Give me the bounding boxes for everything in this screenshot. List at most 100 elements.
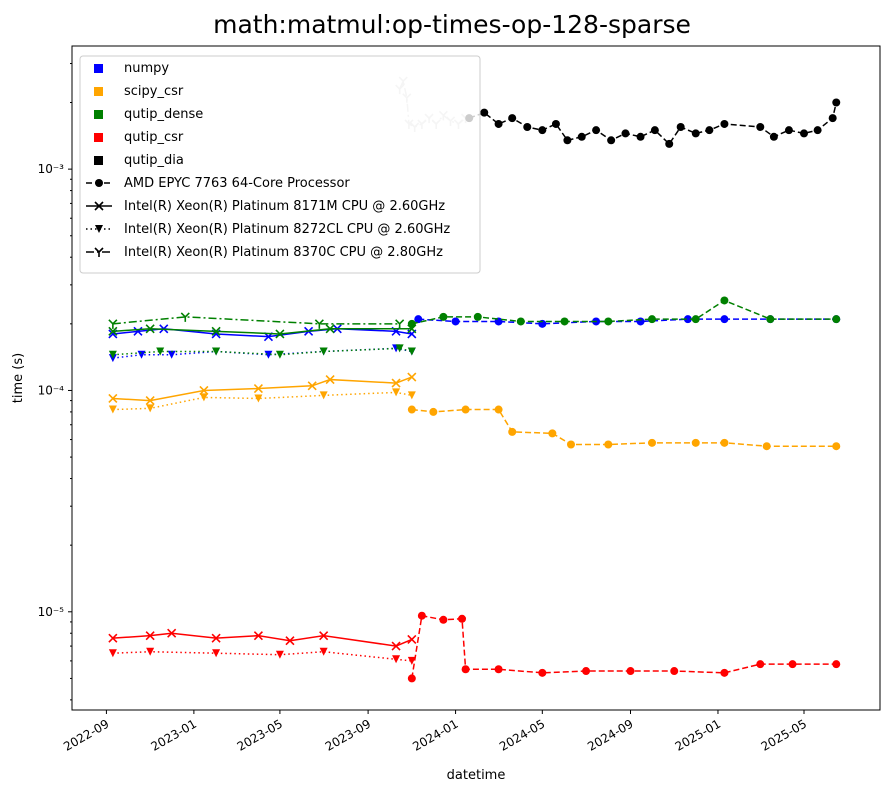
data-point	[407, 347, 416, 356]
data-point	[108, 649, 117, 658]
data-point	[108, 319, 118, 329]
x-axis-label: datetime	[447, 768, 506, 783]
data-point	[137, 350, 146, 359]
data-point	[626, 667, 635, 676]
data-point	[211, 326, 221, 336]
data-point	[577, 132, 586, 141]
x-tick-label: 2023-09	[323, 717, 373, 754]
series-qutip_csr	[407, 611, 841, 683]
legend-marker-cpu-2	[95, 225, 103, 233]
data-point	[180, 312, 190, 322]
data-point	[508, 427, 517, 436]
data-point	[560, 317, 569, 326]
data-point	[756, 660, 765, 669]
legend-label-qutip_csr: qutip_csr	[124, 130, 184, 145]
legend-box	[79, 55, 481, 274]
data-point	[473, 312, 482, 321]
data-point	[307, 381, 317, 391]
series-line	[112, 316, 400, 325]
series-scipy_csr	[108, 372, 417, 406]
data-point	[563, 136, 572, 145]
legend-swatch-scipy_csr	[94, 87, 103, 96]
series-line	[411, 614, 837, 679]
data-point	[494, 665, 503, 674]
series-line	[112, 328, 412, 335]
data-point	[325, 324, 335, 334]
data-point	[769, 132, 778, 141]
data-point	[319, 647, 328, 656]
legend-label-qutip_dense: qutip_dense	[124, 107, 203, 122]
data-point	[392, 388, 401, 397]
data-point	[813, 126, 822, 135]
legend-swatch-qutip_dense	[94, 110, 103, 119]
data-point	[592, 126, 601, 135]
data-point	[319, 631, 329, 641]
data-point	[566, 440, 575, 449]
series-layer	[108, 76, 841, 683]
data-point	[621, 129, 630, 138]
data-point	[319, 391, 328, 400]
data-point	[199, 385, 209, 396]
data-point	[691, 438, 700, 447]
data-point	[145, 631, 155, 641]
data-point	[108, 633, 118, 643]
legend-marker-cpu-0	[95, 179, 103, 187]
series-qutip_dense	[108, 324, 417, 339]
legend-marker-cpu-1	[94, 201, 104, 211]
y-tick-label: 10⁻⁴	[38, 383, 65, 397]
data-point	[314, 319, 324, 329]
data-point	[211, 633, 221, 643]
data-point	[407, 391, 416, 400]
data-point	[480, 108, 489, 117]
data-point	[407, 372, 417, 382]
series-qutip_dense	[108, 312, 405, 329]
data-point	[391, 641, 401, 651]
x-tick-label: 2025-05	[759, 717, 809, 754]
data-point	[146, 647, 155, 656]
legend-swatch-qutip_dia	[94, 156, 103, 165]
data-point	[391, 378, 401, 388]
data-point	[414, 315, 423, 324]
series-qutip_dense	[108, 344, 416, 359]
data-point	[832, 442, 841, 451]
data-point	[676, 123, 685, 132]
data-point	[832, 660, 841, 669]
data-point	[461, 665, 470, 674]
y-tick-label: 10⁻³	[38, 162, 65, 176]
x-tick-label: 2024-05	[497, 717, 547, 754]
data-point	[108, 350, 117, 359]
data-point	[199, 393, 208, 402]
data-point	[458, 614, 467, 623]
x-tick-label: 2024-09	[585, 717, 635, 754]
data-point	[108, 326, 118, 336]
data-point	[451, 317, 460, 326]
data-point	[407, 634, 417, 645]
data-point	[720, 315, 729, 324]
data-point	[766, 315, 775, 324]
series-scipy_csr	[108, 388, 416, 414]
data-point	[788, 660, 797, 669]
x-tick-label: 2025-01	[673, 717, 723, 754]
data-point	[133, 326, 143, 336]
data-point	[523, 123, 532, 132]
data-point	[538, 668, 547, 677]
data-point	[439, 615, 448, 624]
data-point	[285, 636, 295, 646]
data-point	[508, 114, 517, 123]
data-point	[145, 396, 155, 406]
data-point	[407, 656, 416, 665]
series-line	[411, 299, 837, 325]
y-axis: 10⁻⁵ 10⁻⁴ 10⁻³	[38, 63, 72, 701]
data-point	[417, 611, 426, 620]
data-point	[800, 129, 809, 138]
data-point	[607, 136, 616, 145]
series-qutip_csr	[108, 628, 417, 651]
data-point	[636, 132, 645, 141]
x-axis: 2022-09 2023-01 2023-05 2023-09 2024-01 2024-…	[61, 710, 809, 754]
data-point	[212, 649, 221, 658]
data-point	[582, 667, 591, 676]
legend-swatch-numpy	[94, 64, 103, 73]
data-point	[319, 347, 328, 356]
x-tick-label: 2022-09	[61, 717, 111, 754]
